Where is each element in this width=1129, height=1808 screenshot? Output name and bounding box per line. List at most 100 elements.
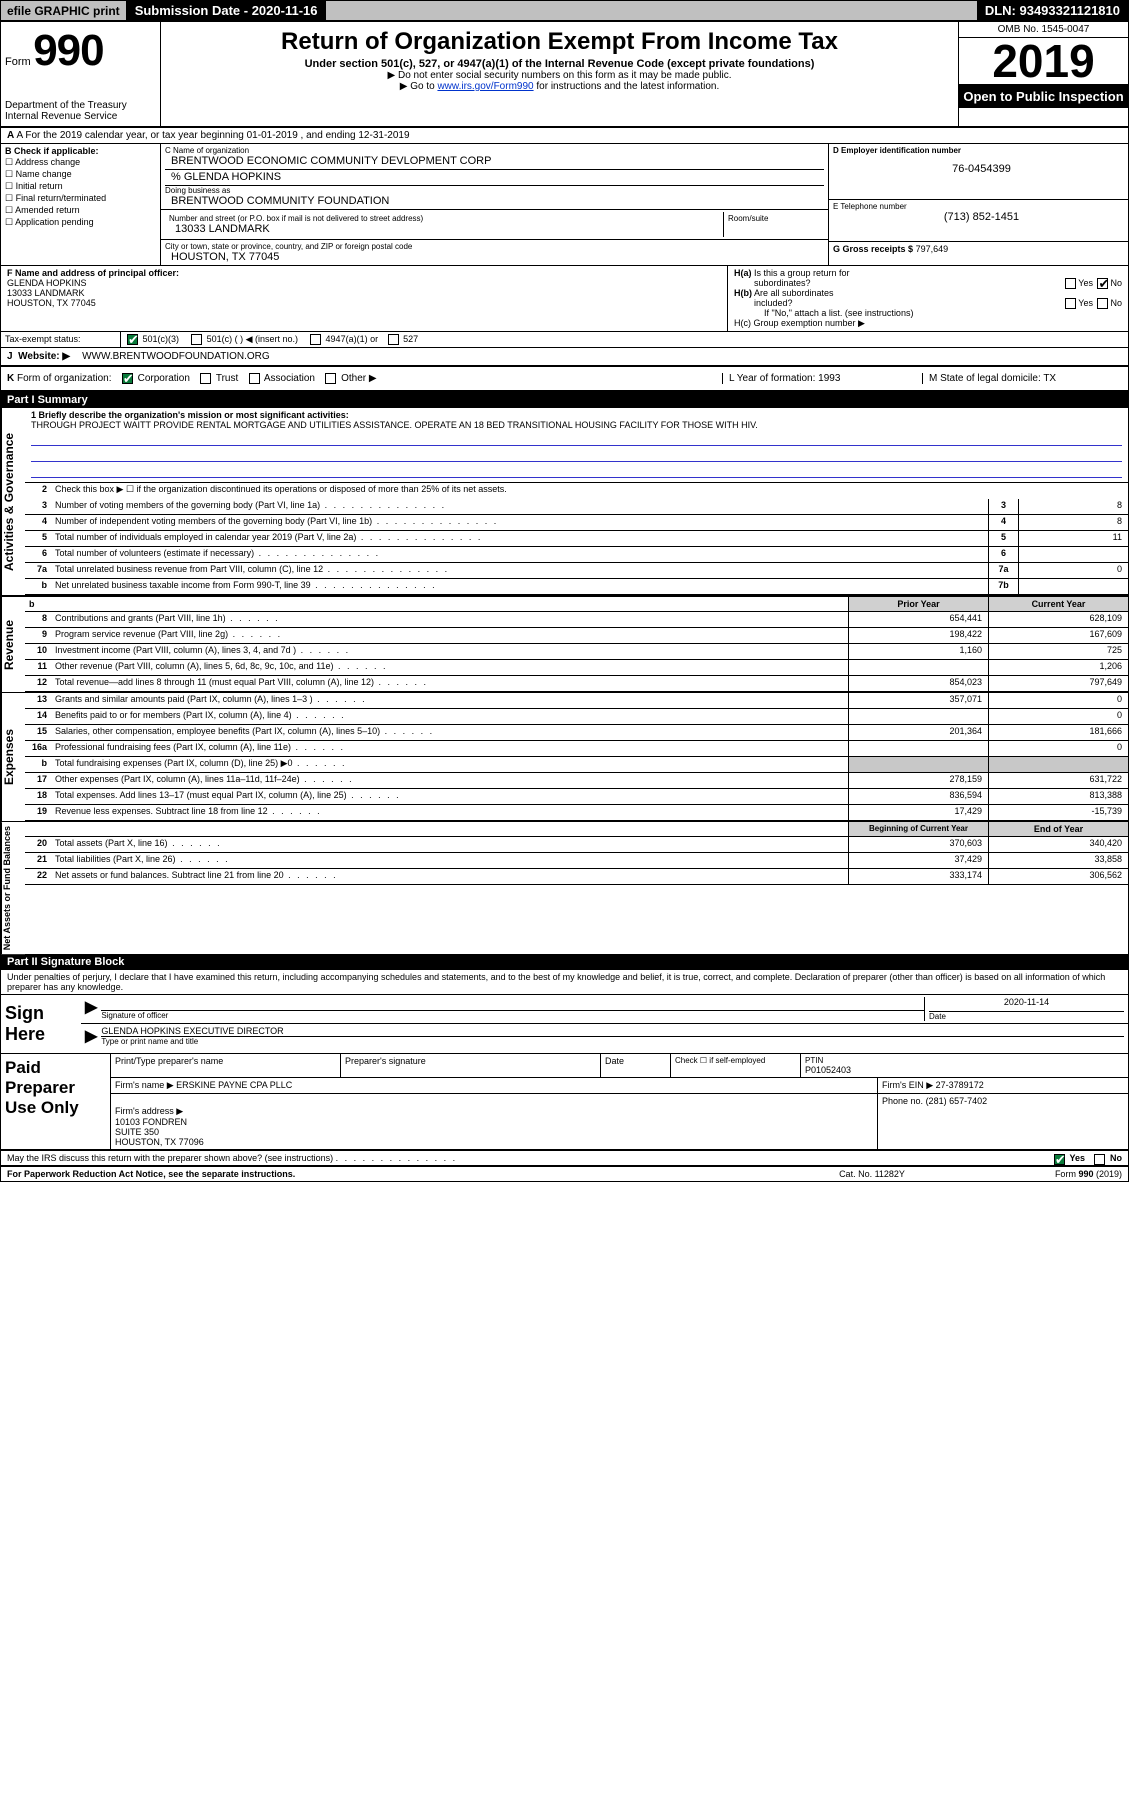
chk-association[interactable]	[249, 373, 260, 384]
h-a: H(a) Is this a group return for subordin…	[734, 268, 1122, 288]
ptin-label: PTIN	[805, 1056, 1124, 1065]
box-d-e-g: D Employer identification number 76-0454…	[828, 144, 1128, 265]
gov-line-b: b Net unrelated business taxable income …	[25, 579, 1128, 595]
governance-section: Activities & Governance 1 Briefly descri…	[1, 408, 1128, 595]
ha-yes-checkbox[interactable]	[1065, 278, 1076, 289]
firm-addr: 10103 FONDREN SUITE 350 HOUSTON, TX 7709…	[115, 1117, 204, 1147]
chk-other[interactable]	[325, 373, 336, 384]
blank-rule-2	[31, 448, 1122, 462]
addr-label: Number and street (or P.O. box if mail i…	[169, 214, 719, 223]
addr: 13033 LANDMARK	[169, 223, 719, 235]
data-line-15: 15 Salaries, other compensation, employe…	[25, 725, 1128, 741]
footer-formno: Form 990 (2019)	[962, 1169, 1122, 1179]
room-label: Room/suite	[728, 214, 820, 223]
dba-label: Doing business as	[165, 185, 824, 195]
chk-corporation[interactable]	[122, 373, 133, 384]
expenses-section: Expenses 13 Grants and similar amounts p…	[1, 692, 1128, 821]
header-left: Form 990 Department of the Treasury Inte…	[1, 22, 161, 126]
sidebar-governance: Activities & Governance	[1, 408, 25, 595]
chk-name-change[interactable]: ☐ Name change	[5, 169, 156, 180]
chk-application-pending[interactable]: ☐ Application pending	[5, 217, 156, 228]
q1-brief: 1 Briefly describe the organization's mi…	[25, 408, 1128, 483]
discuss-no-checkbox[interactable]	[1094, 1154, 1105, 1165]
chk-address-change[interactable]: ☐ Address change	[5, 157, 156, 168]
h-c: H(c) Group exemption number ▶	[734, 318, 1122, 329]
box-g: G Gross receipts $ 797,649	[829, 242, 1128, 256]
taxexempt-label: Tax-exempt status:	[1, 332, 121, 347]
prep-date-label: Date	[601, 1054, 671, 1077]
sig-date: 2020-11-14	[929, 997, 1124, 1011]
note1: ▶ Do not enter social security numbers o…	[167, 70, 952, 81]
gov-line-7a: 7a Total unrelated business revenue from…	[25, 563, 1128, 579]
row-f-h: F Name and address of principal officer:…	[1, 266, 1128, 332]
data-line-22: 22 Net assets or fund balances. Subtract…	[25, 869, 1128, 885]
col-header-net: Beginning of Current Year End of Year	[25, 822, 1128, 837]
row-a-text: A For the 2019 calendar year, or tax yea…	[16, 130, 409, 141]
chk-501c3[interactable]	[127, 334, 138, 345]
chk-final-return[interactable]: ☐ Final return/terminated	[5, 193, 156, 204]
website-url: WWW.BRENTWOODFOUNDATION.ORG	[76, 348, 1128, 365]
box-d: D Employer identification number 76-0454…	[829, 144, 1128, 200]
form-header: Form 990 Department of the Treasury Inte…	[1, 22, 1128, 128]
box-b-label: B Check if applicable:	[5, 146, 156, 156]
efile-label: efile GRAPHIC print	[1, 1, 127, 20]
firm-addr-label: Firm's address ▶	[115, 1106, 183, 1116]
hb-no-checkbox[interactable]	[1097, 298, 1108, 309]
address-row: Number and street (or P.O. box if mail i…	[161, 210, 828, 240]
end-year-hdr: End of Year	[988, 822, 1128, 836]
ha-no-checkbox[interactable]	[1097, 278, 1108, 289]
instructions-link[interactable]: www.irs.gov/Form990	[437, 81, 533, 92]
chk-4947[interactable]	[310, 334, 321, 345]
prior-year-hdr: Prior Year	[848, 597, 988, 611]
chk-527[interactable]	[388, 334, 399, 345]
footer-notice: For Paperwork Reduction Act Notice, see …	[7, 1169, 782, 1179]
data-line-13: 13 Grants and similar amounts paid (Part…	[25, 693, 1128, 709]
q1-mission-text: THROUGH PROJECT WAITT PROVIDE RENTAL MOR…	[31, 420, 1122, 430]
open-to-public: Open to Public Inspection	[959, 85, 1128, 108]
chk-501c[interactable]	[191, 334, 202, 345]
dba: BRENTWOOD COMMUNITY FOUNDATION	[165, 195, 824, 207]
officer-addr2: HOUSTON, TX 77045	[7, 298, 721, 308]
gov-line-4: 4 Number of independent voting members o…	[25, 515, 1128, 531]
officer-name: GLENDA HOPKINS	[7, 278, 721, 288]
form-title: Return of Organization Exempt From Incom…	[167, 28, 952, 56]
prep-selfemployed[interactable]: Check ☐ if self-employed	[671, 1054, 801, 1077]
submission-date: Submission Date - 2020-11-16	[127, 1, 326, 20]
officer-addr1: 13033 LANDMARK	[7, 288, 721, 298]
form-number: 990	[33, 26, 103, 75]
sig-line-2: ▶ GLENDA HOPKINS EXECUTIVE DIRECTOR Type…	[81, 1024, 1128, 1048]
phone-label: E Telephone number	[833, 202, 1124, 211]
row-j-website: J Website: ▶ WWW.BRENTWOODFOUNDATION.ORG	[1, 348, 1128, 367]
org-name-label: C Name of organization	[165, 146, 824, 155]
ptin: P01052403	[805, 1065, 1124, 1075]
h-b: H(b) Are all subordinates included? Yes …	[734, 288, 1122, 308]
discuss-yes-checkbox[interactable]	[1054, 1154, 1065, 1165]
prep-row-2: Firm's name ▶ ERSKINE PAYNE CPA PLLC Fir…	[111, 1078, 1128, 1094]
data-line-20: 20 Total assets (Part X, line 16) 370,60…	[25, 837, 1128, 853]
org-name: BRENTWOOD ECONOMIC COMMUNITY DEVLOPMENT …	[165, 155, 824, 167]
row-k: K Form of organization: Corporation Trus…	[7, 373, 722, 384]
blank-rule-3	[31, 464, 1122, 478]
gross-label: G Gross receipts $	[833, 244, 913, 254]
taxexempt-options: 501(c)(3) 501(c) ( ) ◀ (insert no.) 4947…	[121, 332, 1128, 347]
chk-amended-return[interactable]: ☐ Amended return	[5, 205, 156, 216]
org-name-row: C Name of organization BRENTWOOD ECONOMI…	[161, 144, 828, 210]
sign-here-label: Sign Here	[1, 995, 81, 1053]
officer-name-title: GLENDA HOPKINS EXECUTIVE DIRECTOR	[101, 1026, 1124, 1037]
firm-phone-label: Phone no.	[882, 1096, 923, 1106]
box-e: E Telephone number (713) 852-1451	[829, 200, 1128, 242]
firm-phone: (281) 657-7402	[926, 1096, 988, 1106]
city: HOUSTON, TX 77045	[165, 251, 824, 263]
footer-catalog: Cat. No. 11282Y	[782, 1169, 962, 1179]
form-page: efile GRAPHIC print Submission Date - 20…	[0, 0, 1129, 1182]
chk-trust[interactable]	[200, 373, 211, 384]
chk-initial-return[interactable]: ☐ Initial return	[5, 181, 156, 192]
top-bar: efile GRAPHIC print Submission Date - 20…	[1, 1, 1128, 22]
h-b-note: If "No," attach a list. (see instruction…	[734, 308, 1122, 318]
discuss-text: May the IRS discuss this return with the…	[7, 1153, 333, 1163]
hb-yes-checkbox[interactable]	[1065, 298, 1076, 309]
prep-row-3: Firm's address ▶ 10103 FONDREN SUITE 350…	[111, 1094, 1128, 1149]
sign-here-row: Sign Here ▶ Signature of officer 2020-11…	[1, 995, 1128, 1054]
name-title-label: Type or print name and title	[101, 1037, 1124, 1046]
firm-name: ERSKINE PAYNE CPA PLLC	[176, 1080, 292, 1090]
